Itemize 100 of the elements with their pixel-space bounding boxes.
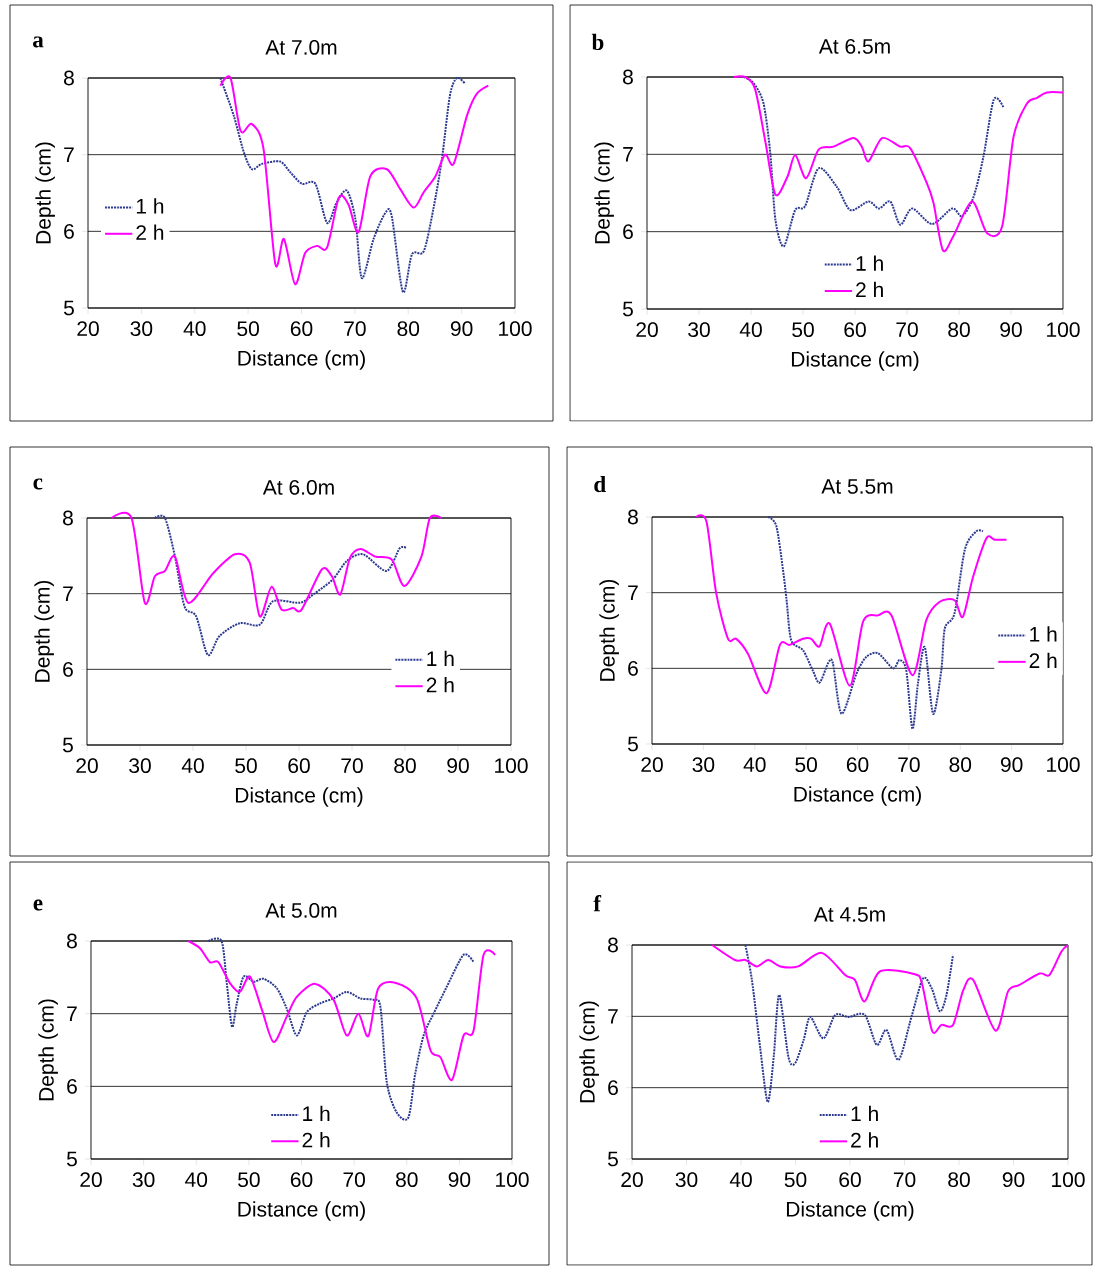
y-tick-label: 5 <box>622 301 633 317</box>
legend-label: 1 h <box>303 1105 330 1121</box>
y-tick-label: 6 <box>623 224 633 240</box>
y-tick-label: 6 <box>67 1078 77 1094</box>
x-tick-label: 40 <box>185 1172 208 1188</box>
chart-title: At 6.5m <box>818 38 890 54</box>
x-tick-label: 70 <box>893 1172 916 1188</box>
x-tick-label: 60 <box>844 322 866 338</box>
x-tick-label: 60 <box>846 757 869 773</box>
x-tick-label: 40 <box>183 321 206 337</box>
x-axis-title: Distance (cm) <box>235 787 363 807</box>
y-axis-title: Depth (cm) <box>594 142 614 244</box>
text: a <box>33 36 44 48</box>
y-tick-label: 7 <box>64 147 74 162</box>
y-tick-label: 8 <box>64 70 74 86</box>
legend-label: 2 h <box>426 677 454 693</box>
line-series <box>187 940 497 1081</box>
x-tick-label: 50 <box>237 321 259 337</box>
x-tick-label: 30 <box>675 1172 698 1188</box>
y-axis-title: Depth (cm) <box>38 999 58 1101</box>
x-axis-title: Distance (cm) <box>238 1201 365 1221</box>
x-tick-label: 60 <box>288 758 310 774</box>
y-tick-label: 5 <box>66 1151 77 1167</box>
x-tick-label: 80 <box>395 1172 418 1188</box>
line-series <box>732 75 1064 252</box>
y-tick-label: 6 <box>628 660 638 676</box>
y-tick-label: 6 <box>64 223 74 239</box>
line-series <box>695 515 1008 695</box>
y-tick-label: 5 <box>627 736 638 752</box>
x-tick-label: 30 <box>132 1172 155 1188</box>
y-tick-label: 8 <box>608 937 618 953</box>
x-tick-label: 60 <box>290 1172 313 1188</box>
x-tick-label: 70 <box>343 1172 365 1188</box>
x-tick-label: 80 <box>949 757 972 773</box>
chart-title: At 7.0m <box>265 39 337 55</box>
x-tick-label: 70 <box>896 322 918 338</box>
chart-title: At 4.5m <box>813 907 885 922</box>
y-tick-label: 7 <box>63 586 73 601</box>
text: f <box>593 894 602 912</box>
x-tick-label: 20 <box>76 758 98 774</box>
legend-label: 2 h <box>856 281 883 298</box>
y-tick-label: 8 <box>67 933 77 949</box>
y-tick-label: 8 <box>628 509 638 525</box>
y-tick-label: 7 <box>623 147 633 162</box>
y-axis-title: Depth (cm) <box>599 579 619 681</box>
line-series <box>711 944 1070 1034</box>
x-tick-label: 20 <box>80 1172 102 1188</box>
legend-label: 2 h <box>1029 652 1057 668</box>
x-tick-label: 80 <box>948 322 970 338</box>
x-tick-label: 80 <box>948 1172 970 1188</box>
chart-title: At 5.5m <box>821 479 893 494</box>
text: c <box>33 478 43 490</box>
x-tick-label: 100 <box>496 1172 529 1188</box>
x-tick-label: 80 <box>397 321 420 337</box>
x-tick-label: 90 <box>1002 1172 1025 1188</box>
legend-label: 2 h <box>136 224 164 240</box>
text: e <box>33 899 43 911</box>
y-tick-label: 6 <box>63 661 73 677</box>
x-axis-title: Distance (cm) <box>791 351 919 371</box>
y-tick-label: 5 <box>63 300 74 316</box>
text: d <box>594 475 606 493</box>
x-tick-label: 90 <box>447 758 469 774</box>
x-tick-label: 20 <box>641 757 663 773</box>
y-tick-label: 8 <box>63 510 73 526</box>
x-tick-label: 30 <box>688 322 710 338</box>
x-tick-label: 30 <box>692 757 715 773</box>
x-tick-label: 90 <box>1000 322 1022 338</box>
chart-title: At 6.0m <box>262 479 334 495</box>
chart-title: At 5.0m <box>265 902 337 918</box>
x-tick-label: 100 <box>1052 1172 1085 1188</box>
legend-label: 2 h <box>851 1132 878 1148</box>
x-tick-label: 70 <box>344 321 366 337</box>
x-tick-label: 50 <box>795 757 817 773</box>
x-tick-label: 100 <box>499 321 532 337</box>
x-tick-label: 30 <box>129 758 151 774</box>
legend-label: 1 h <box>856 255 883 271</box>
x-tick-label: 50 <box>792 322 814 338</box>
y-axis-title: Depth (cm) <box>35 142 55 244</box>
text: b <box>591 33 604 51</box>
y-tick-label: 7 <box>628 585 638 600</box>
x-axis-title: Distance (cm) <box>786 1201 914 1221</box>
x-tick-label: 100 <box>495 758 528 774</box>
x-tick-label: 40 <box>739 322 762 338</box>
x-tick-label: 90 <box>1000 757 1023 773</box>
x-tick-label: 100 <box>1047 757 1080 773</box>
y-tick-label: 7 <box>608 1009 618 1024</box>
line-series <box>744 944 955 1103</box>
x-tick-label: 60 <box>290 321 313 337</box>
x-tick-label: 90 <box>448 1172 471 1188</box>
x-tick-label: 50 <box>235 758 257 774</box>
x-tick-label: 70 <box>898 757 920 773</box>
x-tick-label: 40 <box>181 758 204 774</box>
x-tick-label: 100 <box>1047 322 1080 338</box>
y-tick-label: 5 <box>62 737 73 753</box>
x-tick-label: 20 <box>621 1172 643 1188</box>
x-tick-label: 50 <box>784 1172 807 1188</box>
x-tick-label: 70 <box>341 758 363 774</box>
legend-label: 1 h <box>1030 626 1057 642</box>
y-tick-label: 5 <box>607 1151 618 1167</box>
x-tick-label: 20 <box>636 322 658 338</box>
